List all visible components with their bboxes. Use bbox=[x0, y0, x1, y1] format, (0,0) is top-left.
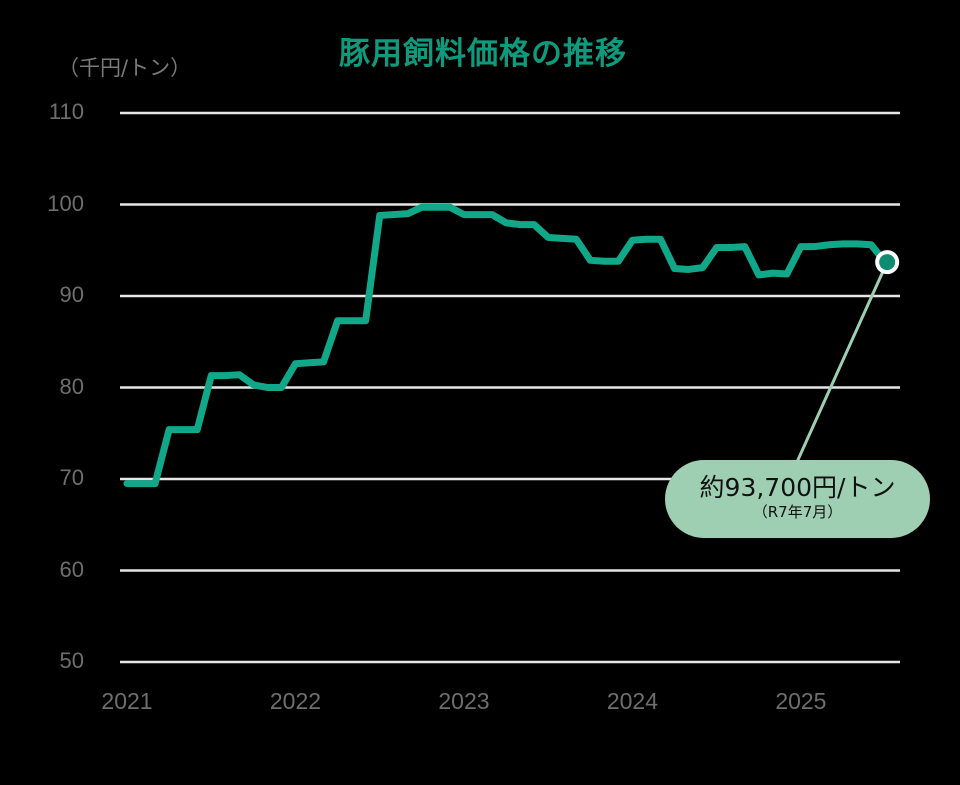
latest-value-marker bbox=[875, 250, 900, 275]
callout-leader-line bbox=[795, 261, 889, 463]
y-axis-unit-label: （千円/トン） bbox=[58, 56, 192, 80]
chart-title: 豚用飼料価格の推移 bbox=[0, 28, 960, 73]
price-line bbox=[123, 203, 889, 488]
gridlines bbox=[120, 111, 900, 664]
latest-value-callout: 約93,700円/トン （R7年7月） bbox=[665, 460, 930, 538]
x-tick-label: 2024 bbox=[606, 688, 659, 714]
callout-value: 約93,700円/トン bbox=[699, 473, 896, 502]
x-tick-label: 2025 bbox=[775, 688, 827, 714]
callout-date: （R7年7月） bbox=[752, 503, 843, 521]
y-tick-label: 50 bbox=[59, 648, 84, 673]
y-tick-label: 110 bbox=[48, 99, 84, 124]
y-tick-label: 90 bbox=[59, 282, 84, 307]
x-tick-label: 2022 bbox=[269, 688, 322, 714]
y-tick-label: 70 bbox=[59, 465, 84, 490]
chart-title-text: 豚用飼料価格の推移 bbox=[339, 36, 627, 72]
y-tick-label: 80 bbox=[59, 373, 84, 399]
y-tick-label: 100 bbox=[47, 190, 84, 216]
x-tick-label: 2021 bbox=[101, 688, 153, 714]
x-tick-label: 2023 bbox=[438, 688, 490, 714]
y-tick-label: 60 bbox=[59, 556, 84, 582]
